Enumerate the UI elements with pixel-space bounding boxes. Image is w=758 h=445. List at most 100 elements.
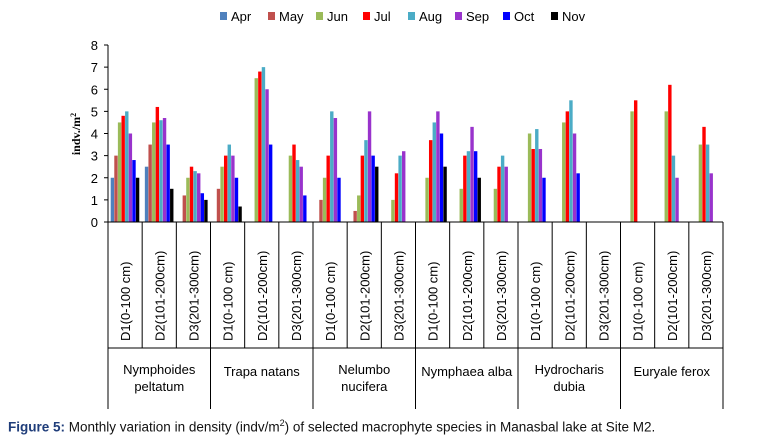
legend-swatch-aug bbox=[408, 12, 415, 20]
bar-jun bbox=[152, 122, 156, 222]
depth-label: D3(201-300cm) bbox=[699, 251, 714, 341]
bar-aug bbox=[159, 120, 163, 222]
bar-may bbox=[148, 144, 152, 222]
species-label: Nymphaea alba bbox=[421, 364, 513, 379]
legend-label-nov: Nov bbox=[562, 9, 586, 24]
bar-aug bbox=[227, 144, 231, 222]
y-tick-label: 7 bbox=[91, 60, 98, 75]
bar-sep bbox=[299, 166, 303, 222]
species-label: Nymphoides bbox=[123, 362, 196, 377]
legend-label-oct: Oct bbox=[514, 9, 535, 24]
bar-jun bbox=[630, 111, 634, 222]
bar-jun bbox=[186, 177, 190, 222]
legend-swatch-nov bbox=[551, 12, 558, 20]
bar-aug bbox=[193, 171, 197, 222]
bar-may bbox=[182, 195, 187, 222]
legend-swatch-oct bbox=[503, 12, 510, 20]
bar-oct bbox=[132, 160, 136, 222]
depth-label: D2(101-200cm) bbox=[152, 251, 167, 341]
depth-label: D3(201-300cm) bbox=[186, 251, 201, 341]
y-axis-title-text: indv./m bbox=[69, 117, 83, 155]
depth-label: D1(0-100 cm) bbox=[631, 262, 646, 341]
bar-aug bbox=[295, 160, 300, 222]
bar-aug bbox=[466, 151, 471, 222]
bar-aug bbox=[569, 100, 573, 222]
y-tick-label: 1 bbox=[91, 193, 98, 208]
bar-sep bbox=[504, 166, 508, 222]
bar-sep bbox=[197, 173, 201, 222]
bar-jul bbox=[258, 71, 262, 222]
depth-label: D1(0-100 cm) bbox=[323, 262, 338, 341]
depth-label: D3(201-300cm) bbox=[289, 251, 304, 341]
bar-sep bbox=[675, 177, 679, 222]
bar-jul bbox=[633, 100, 638, 222]
bar-may bbox=[114, 155, 118, 222]
y-tick-label: 2 bbox=[91, 171, 98, 186]
bar-aug bbox=[330, 111, 334, 222]
bar-jun bbox=[220, 166, 224, 222]
legend-label-jun: Jun bbox=[327, 9, 348, 24]
depth-label: D2(101-200cm) bbox=[255, 251, 270, 341]
bar-aug bbox=[500, 155, 505, 222]
bar-oct bbox=[166, 144, 170, 222]
bar-nov bbox=[170, 188, 174, 222]
bar-sep bbox=[162, 118, 167, 222]
caption-text-end: ) of selected macrophyte species in Mana… bbox=[284, 419, 656, 435]
bar-sep bbox=[367, 111, 372, 222]
bar-aug bbox=[432, 122, 436, 222]
bar-may bbox=[216, 188, 221, 222]
bar-jul bbox=[189, 166, 194, 222]
bar-sep bbox=[402, 151, 406, 222]
depth-label: D2(101-200cm) bbox=[460, 251, 475, 341]
legend-swatch-may bbox=[268, 12, 275, 20]
y-tick-label: 3 bbox=[91, 149, 98, 164]
bar-jul bbox=[428, 140, 433, 222]
bar-jul bbox=[668, 84, 672, 222]
depth-label: D1(0-100 cm) bbox=[528, 262, 543, 341]
legend-swatch-sep bbox=[455, 12, 462, 20]
bar-sep bbox=[436, 111, 440, 222]
caption-text: Monthly variation in density (indv/m bbox=[65, 419, 280, 435]
bar-oct bbox=[200, 193, 205, 222]
bar-aug bbox=[364, 140, 368, 222]
bar-jul bbox=[292, 144, 296, 222]
depth-label: D3(201-300cm) bbox=[391, 251, 406, 341]
bar-nov bbox=[135, 177, 140, 222]
species-label: Trapa natans bbox=[224, 364, 301, 379]
bar-oct bbox=[337, 177, 341, 222]
bar-aug bbox=[261, 67, 266, 222]
figure-label: Figure 5: bbox=[8, 419, 66, 435]
bar-may bbox=[319, 199, 323, 222]
bar-sep bbox=[538, 148, 543, 222]
legend-label-jul: Jul bbox=[374, 9, 391, 24]
y-axis-title: indv./m2 bbox=[69, 113, 84, 155]
bar-jul bbox=[223, 155, 228, 222]
depth-label: D1(0-100 cm) bbox=[118, 262, 133, 341]
bar-sep bbox=[128, 133, 133, 222]
legend-label-sep: Sep bbox=[466, 9, 489, 24]
bar-aug bbox=[671, 155, 676, 222]
bar-oct bbox=[371, 155, 375, 222]
bar-jun bbox=[357, 195, 361, 222]
bar-jun bbox=[493, 188, 498, 222]
depth-label: D2(101-200cm) bbox=[357, 251, 372, 341]
y-tick-label: 6 bbox=[91, 82, 98, 97]
depth-label: D1(0-100 cm) bbox=[221, 262, 236, 341]
caption-superscript: 2 bbox=[279, 418, 285, 428]
bar-oct bbox=[542, 177, 546, 222]
bar-jul bbox=[394, 173, 399, 222]
bar-nov bbox=[443, 166, 447, 222]
bar-aug bbox=[705, 144, 710, 222]
bar-oct bbox=[439, 133, 444, 222]
legend-label-apr: Apr bbox=[231, 9, 252, 24]
bar-jun bbox=[391, 199, 395, 222]
y-tick-label: 5 bbox=[91, 104, 98, 119]
bar-jul bbox=[531, 148, 535, 222]
legend-swatch-apr bbox=[220, 12, 227, 20]
y-tick-label: 4 bbox=[91, 127, 98, 142]
y-tick-label: 8 bbox=[91, 38, 98, 53]
bar-oct bbox=[576, 173, 580, 222]
species-label: Nelumbo bbox=[338, 362, 390, 377]
bar-jul bbox=[463, 155, 467, 222]
